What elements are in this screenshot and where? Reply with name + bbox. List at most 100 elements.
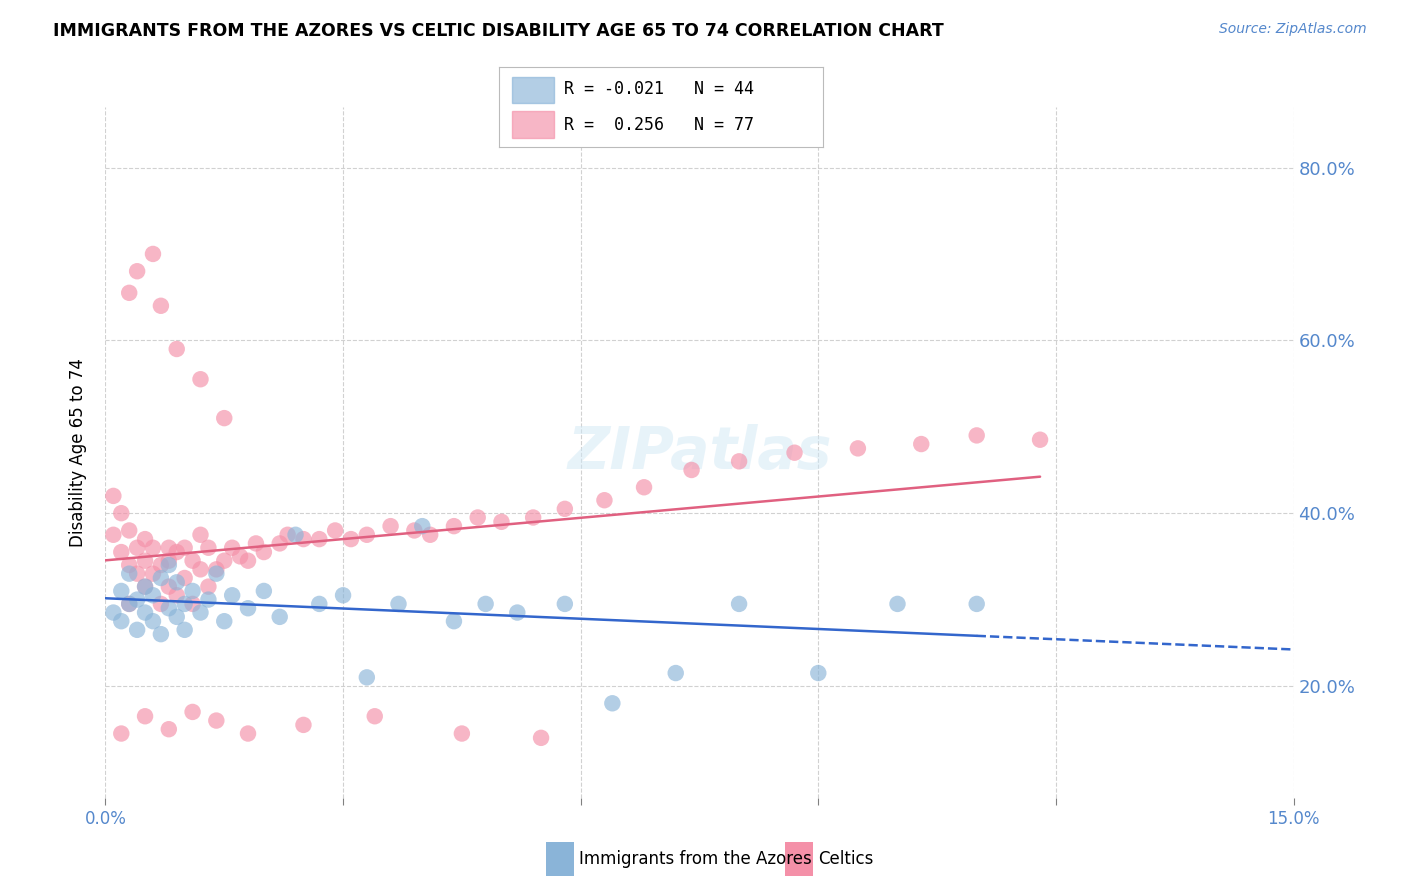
Point (450, 726, 472, 740)
Point (602, 696, 624, 710)
Point (181, 583, 204, 598)
Point (118, 597, 141, 611)
Point (491, 515, 513, 529)
Point (118, 597, 141, 611)
Point (910, 437, 932, 451)
Point (681, 463, 703, 477)
Point (205, 562, 228, 576)
Point (411, 519, 433, 533)
Point (443, 614, 465, 628)
Point (103, 528, 125, 542)
Point (966, 428, 988, 442)
Point (728, 454, 751, 468)
Point (522, 510, 544, 524)
Point (118, 558, 141, 572)
Point (404, 524, 426, 538)
Point (118, 566, 141, 581)
Point (253, 545, 276, 559)
Point (380, 519, 402, 533)
Text: ZIPatlas: ZIPatlas (567, 425, 832, 481)
Point (593, 493, 616, 508)
Point (110, 583, 132, 598)
Point (142, 247, 165, 261)
Point (134, 606, 156, 620)
Point (157, 554, 180, 568)
Point (229, 549, 252, 564)
Point (166, 545, 188, 559)
Point (443, 519, 465, 533)
Point (221, 541, 243, 555)
Point (149, 299, 172, 313)
Point (284, 528, 307, 542)
Point (214, 614, 236, 628)
Point (332, 588, 354, 602)
Text: R =  0.256   N = 77: R = 0.256 N = 77 (564, 116, 754, 134)
Point (356, 528, 378, 542)
Point (214, 554, 236, 568)
Point (197, 541, 219, 555)
Point (807, 666, 830, 681)
Point (846, 442, 869, 456)
Point (118, 524, 141, 538)
Point (118, 285, 141, 300)
Point (728, 597, 751, 611)
Point (966, 597, 988, 611)
Point (356, 670, 378, 684)
Point (419, 528, 441, 542)
Point (197, 580, 219, 594)
Point (134, 532, 156, 546)
Point (127, 566, 149, 581)
Point (157, 541, 180, 555)
Point (214, 411, 236, 425)
Bar (512, 77, 554, 103)
Point (205, 566, 228, 581)
Bar (512, 112, 554, 137)
Point (134, 580, 156, 594)
Point (292, 532, 315, 546)
Point (190, 528, 212, 542)
Point (474, 597, 496, 611)
Text: Immigrants from the Azores: Immigrants from the Azores (579, 850, 813, 868)
Point (530, 731, 553, 745)
Point (190, 562, 212, 576)
Point (190, 606, 212, 620)
Point (134, 580, 156, 594)
Point (236, 601, 259, 615)
Point (149, 558, 172, 572)
Point (142, 588, 165, 602)
Point (142, 541, 165, 555)
Point (149, 597, 172, 611)
Point (783, 446, 806, 460)
Text: R = -0.021   N = 44: R = -0.021 N = 44 (564, 80, 754, 98)
Point (103, 489, 125, 503)
Point (1029, 433, 1052, 447)
Point (181, 597, 204, 611)
Point (157, 580, 180, 594)
Point (205, 714, 228, 728)
Point (269, 536, 291, 550)
Point (506, 606, 529, 620)
Text: Celtics: Celtics (818, 850, 873, 868)
Point (134, 554, 156, 568)
Point (173, 597, 195, 611)
Point (340, 532, 363, 546)
Point (308, 532, 330, 546)
Point (190, 372, 212, 386)
Point (166, 610, 188, 624)
Point (387, 597, 409, 611)
Text: IMMIGRANTS FROM THE AZORES VS CELTIC DISABILITY AGE 65 TO 74 CORRELATION CHART: IMMIGRANTS FROM THE AZORES VS CELTIC DIS… (53, 22, 945, 40)
Point (633, 480, 655, 494)
Point (197, 592, 219, 607)
Point (173, 541, 195, 555)
Point (253, 583, 276, 598)
Text: Source: ZipAtlas.com: Source: ZipAtlas.com (1219, 22, 1367, 37)
Point (103, 606, 125, 620)
Point (142, 614, 165, 628)
Point (181, 554, 204, 568)
Point (110, 726, 132, 740)
Point (364, 709, 387, 723)
Point (166, 342, 188, 356)
Point (149, 627, 172, 641)
Point (236, 726, 259, 740)
Point (269, 610, 291, 624)
